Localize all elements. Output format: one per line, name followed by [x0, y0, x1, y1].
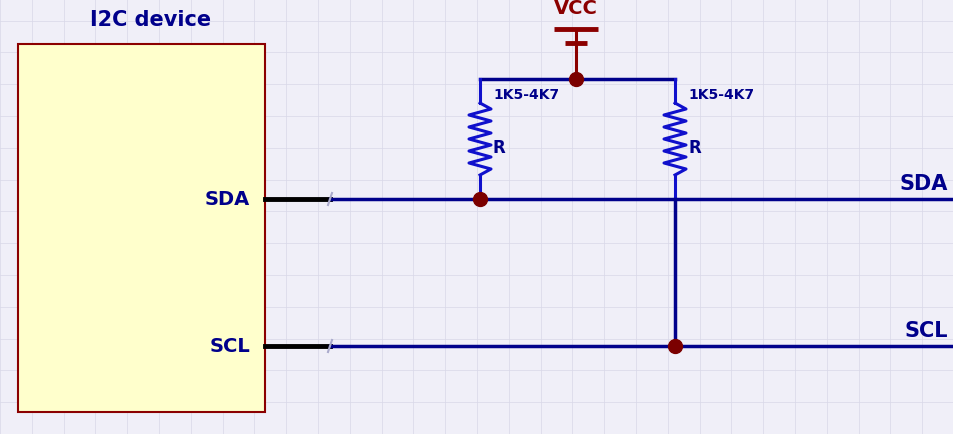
Bar [18, 45, 265, 412]
Text: R: R [493, 139, 505, 157]
Text: 1K5-4K7: 1K5-4K7 [493, 88, 558, 102]
Text: 1K5-4K7: 1K5-4K7 [687, 88, 753, 102]
Text: SDA: SDA [899, 174, 947, 194]
Text: SDA: SDA [205, 190, 250, 209]
Text: VCC: VCC [554, 0, 598, 18]
Text: I2C device: I2C device [90, 10, 211, 30]
Text: R: R [687, 139, 700, 157]
Text: SCL: SCL [903, 320, 947, 340]
Text: SCL: SCL [209, 337, 250, 356]
